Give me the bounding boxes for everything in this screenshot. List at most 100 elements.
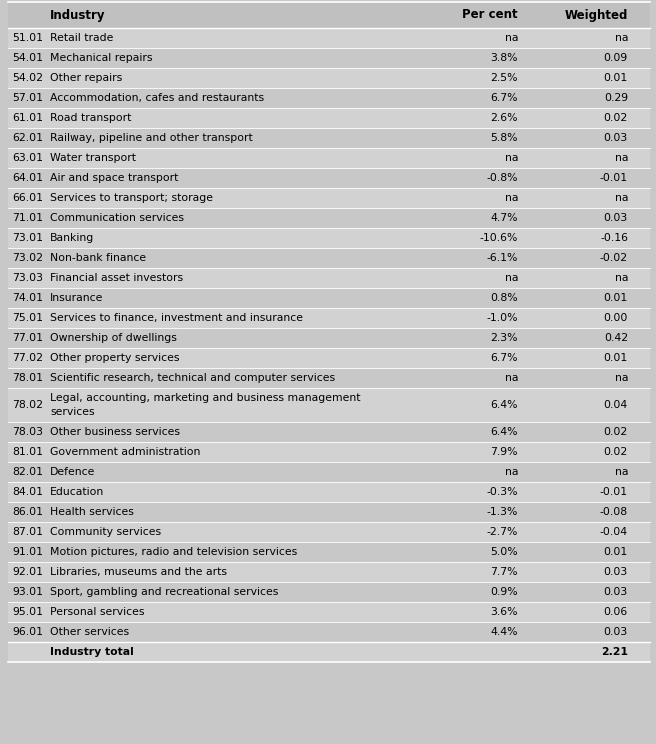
Text: 0.8%: 0.8% bbox=[491, 293, 518, 303]
Bar bbox=[8, 228, 650, 248]
Text: 73.01: 73.01 bbox=[12, 233, 43, 243]
Text: 95.01: 95.01 bbox=[12, 607, 43, 617]
Text: 6.4%: 6.4% bbox=[491, 400, 518, 410]
Text: 54.02: 54.02 bbox=[12, 73, 43, 83]
Text: Industry: Industry bbox=[50, 8, 106, 22]
Text: 92.01: 92.01 bbox=[12, 567, 43, 577]
Text: -0.08: -0.08 bbox=[600, 507, 628, 517]
Bar bbox=[8, 602, 650, 622]
Text: 87.01: 87.01 bbox=[12, 527, 43, 537]
Text: 73.02: 73.02 bbox=[12, 253, 43, 263]
Text: Other property services: Other property services bbox=[50, 353, 180, 363]
Text: Industry total: Industry total bbox=[50, 647, 134, 657]
Bar bbox=[8, 388, 650, 422]
Text: Other services: Other services bbox=[50, 627, 129, 637]
Text: na: na bbox=[615, 193, 628, 203]
Text: 4.7%: 4.7% bbox=[491, 213, 518, 223]
Text: na: na bbox=[615, 373, 628, 383]
Text: na: na bbox=[615, 467, 628, 477]
Text: Per cent: Per cent bbox=[462, 8, 518, 22]
Text: -10.6%: -10.6% bbox=[480, 233, 518, 243]
Bar bbox=[8, 248, 650, 268]
Text: 0.06: 0.06 bbox=[604, 607, 628, 617]
Text: 77.01: 77.01 bbox=[12, 333, 43, 343]
Text: 0.01: 0.01 bbox=[604, 353, 628, 363]
Text: na: na bbox=[504, 33, 518, 43]
Text: Motion pictures, radio and television services: Motion pictures, radio and television se… bbox=[50, 547, 297, 557]
Text: Defence: Defence bbox=[50, 467, 95, 477]
Bar bbox=[8, 462, 650, 482]
Text: 64.01: 64.01 bbox=[12, 173, 43, 183]
Bar bbox=[8, 148, 650, 168]
Text: Libraries, museums and the arts: Libraries, museums and the arts bbox=[50, 567, 227, 577]
Text: na: na bbox=[615, 33, 628, 43]
Text: 3.8%: 3.8% bbox=[491, 53, 518, 63]
Text: Financial asset investors: Financial asset investors bbox=[50, 273, 183, 283]
Bar bbox=[8, 422, 650, 442]
Text: -0.16: -0.16 bbox=[600, 233, 628, 243]
Text: Air and space transport: Air and space transport bbox=[50, 173, 178, 183]
Text: 62.01: 62.01 bbox=[12, 133, 43, 143]
Bar bbox=[8, 348, 650, 368]
Text: 0.29: 0.29 bbox=[604, 93, 628, 103]
Text: Services to finance, investment and insurance: Services to finance, investment and insu… bbox=[50, 313, 303, 323]
Text: 93.01: 93.01 bbox=[12, 587, 43, 597]
Text: -0.01: -0.01 bbox=[600, 173, 628, 183]
Text: Education: Education bbox=[50, 487, 104, 497]
Text: 0.01: 0.01 bbox=[604, 73, 628, 83]
Text: Non-bank finance: Non-bank finance bbox=[50, 253, 146, 263]
Text: Water transport: Water transport bbox=[50, 153, 136, 163]
Text: 6.7%: 6.7% bbox=[491, 353, 518, 363]
Text: 0.01: 0.01 bbox=[604, 293, 628, 303]
Bar bbox=[8, 188, 650, 208]
Bar bbox=[8, 328, 650, 348]
Text: na: na bbox=[504, 193, 518, 203]
Text: 0.03: 0.03 bbox=[604, 133, 628, 143]
Text: 0.02: 0.02 bbox=[604, 427, 628, 437]
Text: na: na bbox=[504, 273, 518, 283]
Text: 2.5%: 2.5% bbox=[491, 73, 518, 83]
Text: 75.01: 75.01 bbox=[12, 313, 43, 323]
Text: 77.02: 77.02 bbox=[12, 353, 43, 363]
Text: 0.42: 0.42 bbox=[604, 333, 628, 343]
Text: 7.9%: 7.9% bbox=[491, 447, 518, 457]
Bar bbox=[8, 68, 650, 88]
Text: 84.01: 84.01 bbox=[12, 487, 43, 497]
Bar bbox=[8, 88, 650, 108]
Bar bbox=[8, 442, 650, 462]
Text: 71.01: 71.01 bbox=[12, 213, 43, 223]
Text: 0.01: 0.01 bbox=[604, 547, 628, 557]
Text: 86.01: 86.01 bbox=[12, 507, 43, 517]
Text: Communication services: Communication services bbox=[50, 213, 184, 223]
Text: 54.01: 54.01 bbox=[12, 53, 43, 63]
Bar bbox=[8, 642, 650, 662]
Bar bbox=[8, 368, 650, 388]
Text: Legal, accounting, marketing and business management: Legal, accounting, marketing and busines… bbox=[50, 393, 361, 403]
Bar bbox=[8, 308, 650, 328]
Text: Personal services: Personal services bbox=[50, 607, 144, 617]
Text: -0.01: -0.01 bbox=[600, 487, 628, 497]
Text: 3.6%: 3.6% bbox=[491, 607, 518, 617]
Text: -1.3%: -1.3% bbox=[487, 507, 518, 517]
Bar bbox=[8, 622, 650, 642]
Text: 2.6%: 2.6% bbox=[491, 113, 518, 123]
Text: 0.02: 0.02 bbox=[604, 447, 628, 457]
Text: 66.01: 66.01 bbox=[12, 193, 43, 203]
Text: 0.04: 0.04 bbox=[604, 400, 628, 410]
Text: 73.03: 73.03 bbox=[12, 273, 43, 283]
Bar bbox=[8, 482, 650, 502]
Text: 7.7%: 7.7% bbox=[491, 567, 518, 577]
Text: Health services: Health services bbox=[50, 507, 134, 517]
Text: -0.02: -0.02 bbox=[600, 253, 628, 263]
Text: 78.03: 78.03 bbox=[12, 427, 43, 437]
Text: na: na bbox=[504, 373, 518, 383]
Text: -0.04: -0.04 bbox=[600, 527, 628, 537]
Text: 0.03: 0.03 bbox=[604, 587, 628, 597]
Text: Services to transport; storage: Services to transport; storage bbox=[50, 193, 213, 203]
Text: Other business services: Other business services bbox=[50, 427, 180, 437]
Text: Community services: Community services bbox=[50, 527, 161, 537]
Bar bbox=[8, 168, 650, 188]
Text: 2.3%: 2.3% bbox=[491, 333, 518, 343]
Bar bbox=[8, 2, 650, 28]
Bar bbox=[8, 48, 650, 68]
